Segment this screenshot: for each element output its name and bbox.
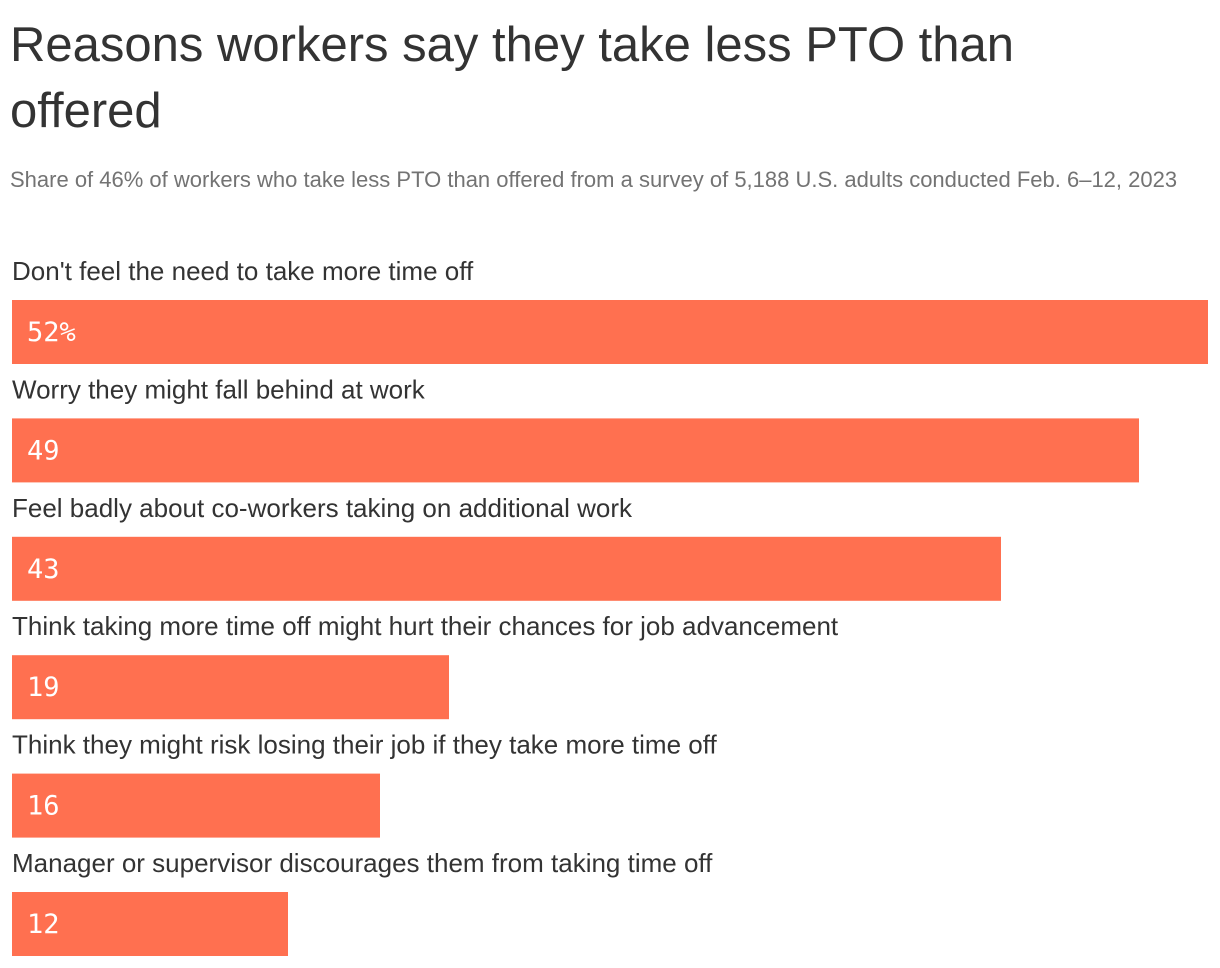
bar bbox=[12, 773, 380, 838]
chart-subtitle: Share of 46% of workers who take less PT… bbox=[10, 167, 1178, 192]
bar-group: Worry they might fall behind at work 49 bbox=[12, 374, 1139, 483]
category-label: Think taking more time off might hurt th… bbox=[12, 611, 839, 641]
category-label: Worry they might fall behind at work bbox=[12, 374, 426, 404]
category-label: Manager or supervisor discourages them f… bbox=[12, 848, 713, 878]
bar-group: Manager or supervisor discourages them f… bbox=[12, 848, 713, 956]
category-label: Think they might risk losing their job i… bbox=[12, 730, 717, 760]
bar bbox=[12, 536, 1001, 601]
value-label: 19 bbox=[27, 672, 60, 703]
value-label: 52% bbox=[27, 317, 76, 348]
bar bbox=[12, 300, 1208, 364]
bar-group: Don't feel the need to take more time of… bbox=[12, 256, 1208, 364]
bar bbox=[12, 892, 288, 956]
bar bbox=[12, 655, 449, 720]
bar-group: Feel badly about co-workers taking on ad… bbox=[12, 493, 1001, 601]
category-label: Feel badly about co-workers taking on ad… bbox=[12, 493, 633, 523]
chart-title: Reasons workers say they take less PTO t… bbox=[10, 18, 1015, 138]
bar bbox=[12, 418, 1139, 483]
bar-group: Think taking more time off might hurt th… bbox=[12, 611, 839, 720]
value-label: 43 bbox=[27, 554, 60, 585]
value-label: 49 bbox=[27, 435, 60, 466]
value-label: 16 bbox=[27, 791, 60, 822]
category-label: Don't feel the need to take more time of… bbox=[12, 256, 474, 286]
value-label: 12 bbox=[27, 909, 60, 940]
bar-group: Think they might risk losing their job i… bbox=[12, 730, 717, 838]
